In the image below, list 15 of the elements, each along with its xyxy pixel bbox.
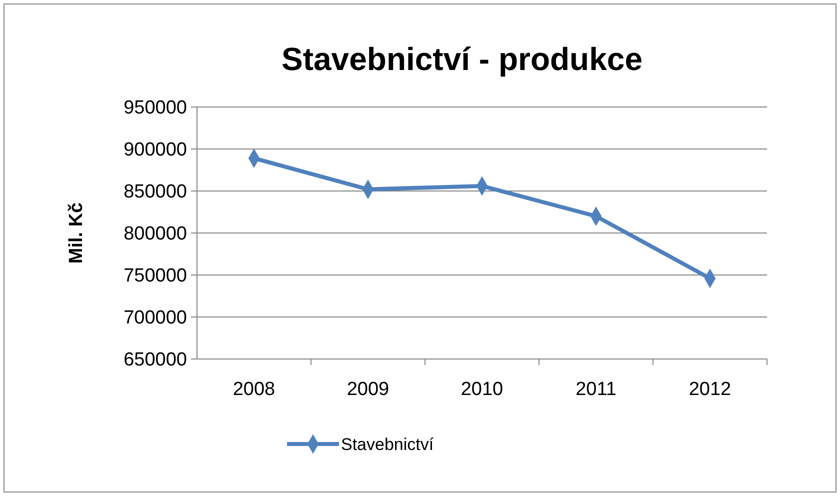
x-tick-label: 2008 (232, 379, 276, 400)
y-tick-label: 900000 (124, 140, 187, 161)
chart-title: Stavebnictví - produkce (282, 41, 642, 77)
y-tick-label: 850000 (124, 182, 187, 203)
y-tick-label: 800000 (124, 224, 187, 245)
x-tick-label: 2010 (460, 379, 504, 400)
y-tick-label: 650000 (124, 350, 187, 371)
legend-label: Stavebnictví (341, 434, 434, 454)
y-tick-label: 750000 (124, 266, 187, 287)
y-tick-label: 700000 (124, 308, 187, 329)
x-tick-label: 2009 (346, 379, 390, 400)
y-tick-label: 950000 (124, 98, 187, 119)
y-axis-title: Mil. Kč (66, 202, 87, 264)
x-tick-label: 2012 (688, 379, 732, 400)
x-tick-label: 2011 (576, 379, 616, 400)
